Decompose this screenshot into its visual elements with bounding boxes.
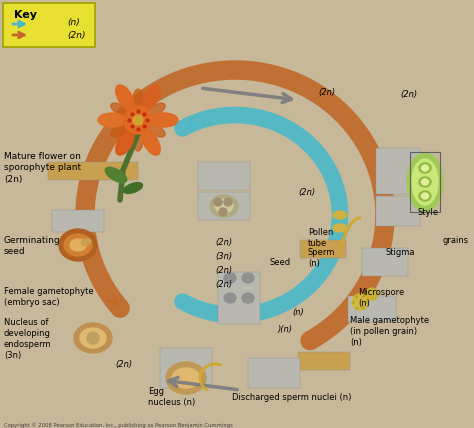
Ellipse shape <box>150 113 178 127</box>
Ellipse shape <box>421 193 428 199</box>
Text: (2n): (2n) <box>215 266 232 275</box>
Ellipse shape <box>124 183 143 193</box>
Text: (2n): (2n) <box>215 280 232 289</box>
FancyBboxPatch shape <box>48 162 138 180</box>
Ellipse shape <box>80 328 106 348</box>
Ellipse shape <box>59 229 97 261</box>
Circle shape <box>224 198 232 206</box>
Text: Male gametophyte
(in pollen grain)
(n): Male gametophyte (in pollen grain) (n) <box>350 316 429 347</box>
Text: (n): (n) <box>292 308 304 317</box>
Ellipse shape <box>333 211 347 219</box>
Ellipse shape <box>70 239 86 251</box>
Text: (2n): (2n) <box>115 360 132 369</box>
Ellipse shape <box>407 153 443 211</box>
Text: (3n): (3n) <box>215 252 232 261</box>
Text: Copyright © 2008 Pearson Education, Inc., publishing as Pearson Benjamin Cumming: Copyright © 2008 Pearson Education, Inc.… <box>4 422 233 428</box>
Text: Female gametophyte
(embryo sac): Female gametophyte (embryo sac) <box>4 287 94 307</box>
Text: Sperm
(n): Sperm (n) <box>308 248 336 268</box>
Text: Germinating
seed: Germinating seed <box>4 236 61 256</box>
Circle shape <box>214 198 222 206</box>
Ellipse shape <box>412 159 438 205</box>
Circle shape <box>133 115 143 125</box>
FancyBboxPatch shape <box>298 352 350 370</box>
Text: Seed: Seed <box>270 258 291 267</box>
Text: Egg
nucleus (n): Egg nucleus (n) <box>148 387 195 407</box>
Ellipse shape <box>215 199 233 213</box>
Ellipse shape <box>419 163 431 173</box>
Text: Microspore
(n): Microspore (n) <box>358 288 404 308</box>
Circle shape <box>124 106 152 134</box>
Circle shape <box>219 208 227 216</box>
Text: (2n): (2n) <box>298 188 315 197</box>
Text: Pollen
tube: Pollen tube <box>308 228 333 248</box>
Text: (2n): (2n) <box>215 238 232 247</box>
FancyBboxPatch shape <box>248 358 300 388</box>
Ellipse shape <box>116 130 134 155</box>
Ellipse shape <box>111 123 130 137</box>
Ellipse shape <box>421 165 428 171</box>
Text: Stigma: Stigma <box>386 248 416 257</box>
FancyBboxPatch shape <box>198 162 250 190</box>
Ellipse shape <box>74 323 112 353</box>
FancyBboxPatch shape <box>348 296 396 322</box>
Text: Style: Style <box>418 208 439 217</box>
Ellipse shape <box>98 113 126 127</box>
Ellipse shape <box>421 179 428 185</box>
Text: (2n): (2n) <box>67 30 85 39</box>
Text: (2n): (2n) <box>400 90 417 99</box>
FancyBboxPatch shape <box>218 272 260 324</box>
Ellipse shape <box>133 89 143 111</box>
Ellipse shape <box>142 85 160 110</box>
Text: Discharged sperm nuclei (n): Discharged sperm nuclei (n) <box>232 393 351 402</box>
Text: Nucleus of
developing
endosperm
(3n): Nucleus of developing endosperm (3n) <box>4 318 52 360</box>
Text: (2n): (2n) <box>318 88 335 97</box>
Ellipse shape <box>419 177 431 187</box>
Text: )(n): )(n) <box>278 325 293 334</box>
FancyBboxPatch shape <box>376 196 420 226</box>
FancyBboxPatch shape <box>376 148 420 194</box>
FancyBboxPatch shape <box>3 3 95 47</box>
Ellipse shape <box>105 167 127 183</box>
FancyBboxPatch shape <box>362 248 408 276</box>
Ellipse shape <box>142 130 160 155</box>
FancyBboxPatch shape <box>160 348 212 388</box>
Ellipse shape <box>111 103 130 117</box>
Ellipse shape <box>146 123 165 137</box>
Ellipse shape <box>419 191 431 201</box>
Circle shape <box>87 332 99 344</box>
FancyBboxPatch shape <box>52 210 104 232</box>
Text: Mature flower on
sporophyte plant
(2n): Mature flower on sporophyte plant (2n) <box>4 152 81 184</box>
Text: (n): (n) <box>67 18 80 27</box>
Ellipse shape <box>116 85 134 110</box>
FancyBboxPatch shape <box>198 192 250 220</box>
Ellipse shape <box>146 103 165 117</box>
Ellipse shape <box>333 224 347 232</box>
Circle shape <box>352 294 368 310</box>
Circle shape <box>366 288 378 300</box>
Ellipse shape <box>81 239 91 245</box>
FancyBboxPatch shape <box>31 30 63 39</box>
Ellipse shape <box>210 195 238 217</box>
Ellipse shape <box>224 273 236 283</box>
Ellipse shape <box>64 234 92 256</box>
Ellipse shape <box>172 368 200 388</box>
Ellipse shape <box>242 273 254 283</box>
Ellipse shape <box>166 362 206 394</box>
Text: Key: Key <box>14 10 37 20</box>
Ellipse shape <box>133 129 143 151</box>
Ellipse shape <box>242 293 254 303</box>
Ellipse shape <box>224 293 236 303</box>
Text: grains: grains <box>443 236 469 245</box>
FancyBboxPatch shape <box>31 19 63 28</box>
FancyBboxPatch shape <box>300 240 346 258</box>
